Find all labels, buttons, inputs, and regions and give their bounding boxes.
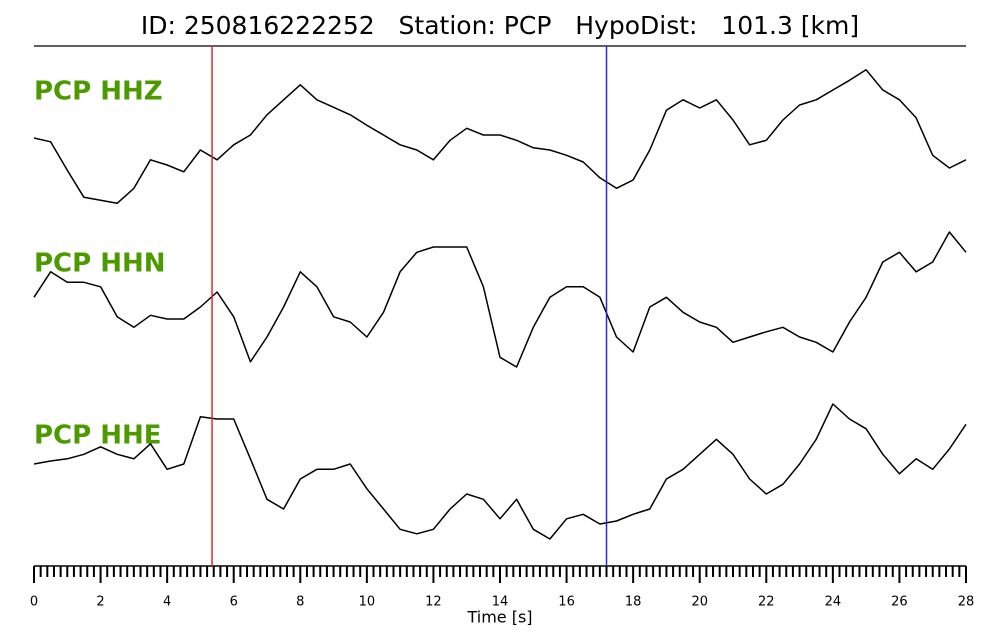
x-tick-label: 12 [425, 595, 442, 610]
x-tick-label: 20 [691, 595, 708, 610]
chart-title: ID: 250816222252 Station: PCP HypoDist: … [141, 11, 859, 40]
trace-label: PCP HHE [34, 421, 162, 451]
x-tick-label: 8 [296, 595, 304, 610]
x-tick-label: 18 [625, 595, 642, 610]
x-axis-label: Time [s] [466, 608, 532, 627]
x-tick-label: 4 [163, 595, 171, 610]
waveform [33, 69, 967, 205]
x-tick-label: 2 [96, 595, 104, 610]
trace-label: PCP HHZ [34, 77, 163, 107]
trace-label: PCP HHN [34, 249, 166, 279]
x-tick-label: 28 [958, 595, 975, 610]
x-tick-label: 0 [30, 595, 38, 610]
x-tick-label: 16 [558, 595, 575, 610]
x-tick-label: 6 [230, 595, 238, 610]
x-tick-label: 24 [825, 595, 842, 610]
x-tick-label: 14 [492, 595, 509, 610]
x-tick-label: 22 [758, 595, 775, 610]
waveform [33, 231, 967, 368]
x-tick-label: 10 [359, 595, 376, 610]
x-tick-label: 26 [891, 595, 908, 610]
waveform [33, 403, 967, 540]
